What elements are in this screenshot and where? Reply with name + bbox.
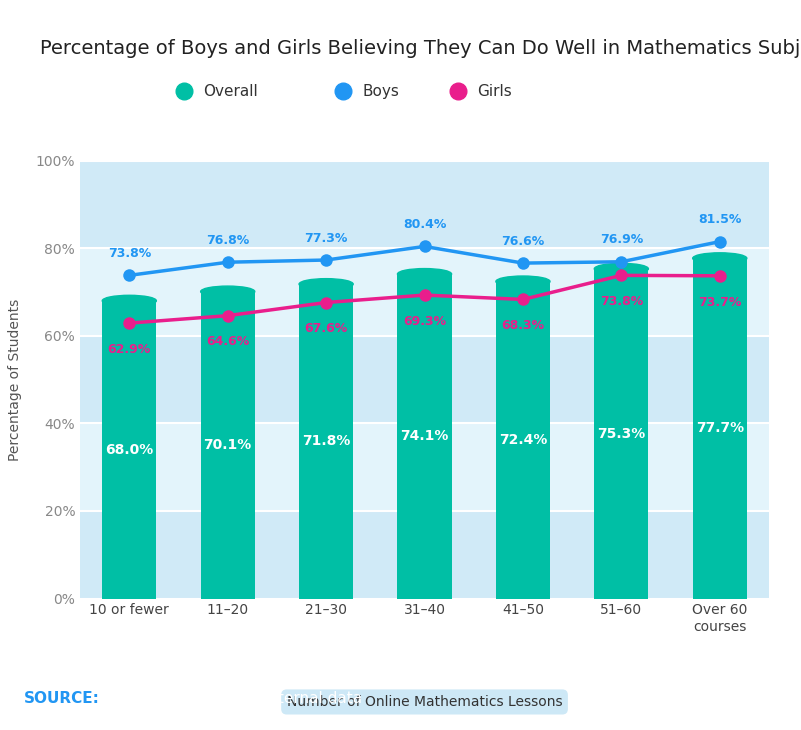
Text: Girls: Girls <box>477 84 512 99</box>
Text: 80.4%: 80.4% <box>403 218 446 231</box>
Text: 73.7%: 73.7% <box>698 296 742 309</box>
Bar <box>693 258 747 599</box>
Text: 81.5%: 81.5% <box>698 213 742 226</box>
Text: 70.1%: 70.1% <box>203 438 252 452</box>
Text: 71.8%: 71.8% <box>302 434 350 448</box>
Text: SOURCE:: SOURCE: <box>24 691 100 707</box>
Text: 69.3%: 69.3% <box>403 315 446 328</box>
Bar <box>80 423 769 511</box>
Text: 68.3%: 68.3% <box>501 319 545 332</box>
Text: 73.8%: 73.8% <box>600 295 643 308</box>
Ellipse shape <box>200 286 255 297</box>
Text: 68.0%: 68.0% <box>105 442 154 457</box>
Text: 76.8%: 76.8% <box>206 234 249 247</box>
Bar <box>397 274 452 599</box>
Text: Boys: Boys <box>362 84 399 99</box>
Text: 64.6%: 64.6% <box>206 335 249 348</box>
Ellipse shape <box>496 276 550 287</box>
Text: 76.6%: 76.6% <box>501 235 545 247</box>
Ellipse shape <box>594 264 648 274</box>
Text: 76.9%: 76.9% <box>600 234 643 247</box>
Bar <box>594 269 648 599</box>
Bar <box>80 336 769 423</box>
Ellipse shape <box>693 253 747 264</box>
Bar <box>299 284 353 599</box>
Text: 74.1%: 74.1% <box>400 429 449 443</box>
Text: 62.9%: 62.9% <box>107 343 151 356</box>
Text: Percentage of Boys and Girls Believing They Can Do Well in Mathematics Subjects: Percentage of Boys and Girls Believing T… <box>40 39 801 58</box>
Bar <box>80 511 769 599</box>
Bar <box>80 248 769 336</box>
Ellipse shape <box>103 295 156 307</box>
Text: 73.8%: 73.8% <box>107 247 151 260</box>
Text: 72.4%: 72.4% <box>499 433 547 447</box>
Text: Overall: Overall <box>203 84 258 99</box>
Text: 77.7%: 77.7% <box>696 421 744 435</box>
Bar <box>103 301 156 599</box>
Bar <box>496 282 550 599</box>
Ellipse shape <box>299 279 353 290</box>
Y-axis label: Percentage of Students: Percentage of Students <box>8 299 22 461</box>
Text: 75.3%: 75.3% <box>598 427 646 441</box>
Text: 67.6%: 67.6% <box>304 322 348 335</box>
Text: Number of Online Mathematics Lessons: Number of Online Mathematics Lessons <box>287 695 562 709</box>
Bar <box>200 291 255 599</box>
Bar <box>80 161 769 248</box>
Ellipse shape <box>397 269 452 280</box>
Text: Third Space Learning internal data: Third Space Learning internal data <box>92 691 362 707</box>
Text: 77.3%: 77.3% <box>304 231 348 245</box>
